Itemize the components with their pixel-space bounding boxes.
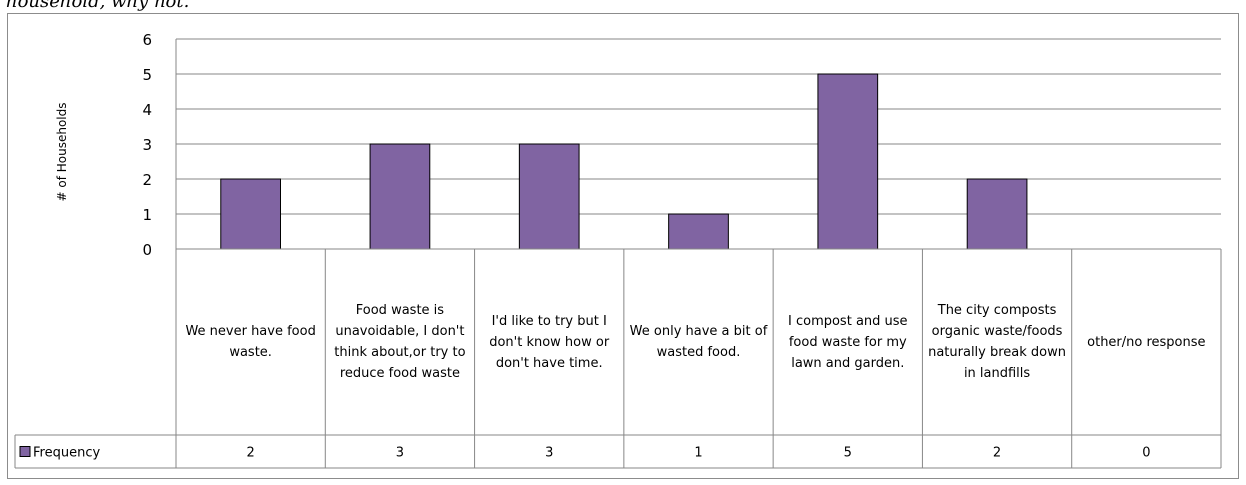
table-value: 3 [545, 446, 553, 461]
bar [817, 73, 879, 250]
y-tick-label: 2 [142, 171, 152, 189]
table-value: 1 [694, 446, 702, 461]
category-label-text: I compost and use food waste for my lawn… [788, 313, 908, 371]
bar [369, 143, 431, 250]
legend-key [19, 446, 31, 457]
y-tick-label: 6 [142, 31, 152, 49]
bar [220, 178, 282, 250]
category-label-text: We never have food waste. [185, 324, 316, 360]
chart-frame: 0 1 2 3 4 5 6 # of Households We never have food… [7, 13, 1239, 479]
bar [966, 178, 1028, 250]
y-axis-title: # of Households [55, 102, 69, 201]
category-label-text: Food waste is unavoidable, I don't think… [334, 303, 466, 381]
y-tick-label: 1 [142, 206, 152, 224]
category-label-text: other/no response [1087, 334, 1206, 350]
category-label: We never have food waste. [185, 324, 316, 360]
legend-series-name: Frequency [33, 446, 100, 461]
y-tick-label: 3 [142, 136, 152, 154]
y-tick-label: 0 [142, 241, 152, 259]
bar [518, 143, 580, 250]
bar-chart: 0 1 2 3 4 5 6 # of Households We never have food… [14, 31, 1222, 469]
table-value: 2 [247, 446, 255, 461]
y-tick-label: 5 [142, 66, 152, 84]
category-label-text: I'd like to try but I don't know how or … [489, 313, 610, 371]
table-value: 2 [993, 446, 1001, 461]
category-label: other/no response [1087, 334, 1206, 350]
caption-text: household, why not. [6, 0, 190, 12]
table-value: 0 [1142, 446, 1150, 461]
category-label-text: We only have a bit of wasted food. [629, 324, 768, 360]
y-tick-label: 4 [142, 101, 152, 119]
category-label: The city composts organic waste/foods na… [928, 303, 1067, 381]
category-label: We only have a bit of wasted food. [629, 324, 768, 360]
category-label: I'd like to try but I don't know how or … [489, 313, 610, 371]
table-value: 3 [396, 446, 404, 461]
category-label: Food waste is unavoidable, I don't think… [334, 303, 466, 381]
category-label-text: The city composts organic waste/foods na… [928, 303, 1067, 381]
category-label: I compost and use food waste for my lawn… [788, 313, 908, 371]
table-value: 5 [844, 446, 852, 461]
bar [668, 213, 729, 250]
